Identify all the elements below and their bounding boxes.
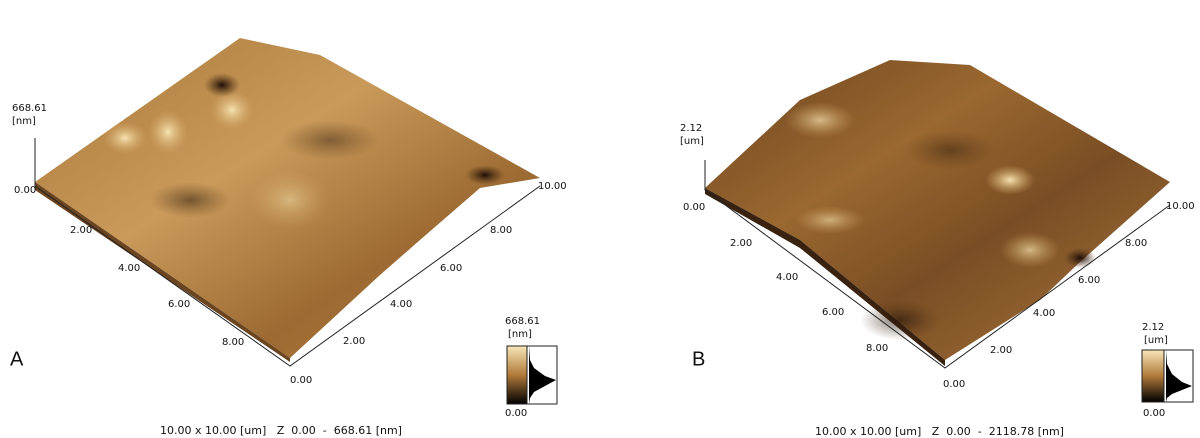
axis-tick: 4.00 [118, 263, 140, 274]
z-unit: [um] [680, 136, 704, 147]
colorbar-min: 0.00 [1143, 408, 1165, 419]
caption: 10.00 x 10.00 [um] Z 0.00 - 668.61 [nm] [160, 424, 402, 437]
colorbar-unit: [nm] [508, 329, 532, 340]
axis-tick: 4.00 [776, 272, 798, 283]
z-max: 2.12 [680, 123, 702, 134]
axis-tick: 2.00 [70, 225, 92, 236]
axis-tick: 8.00 [222, 337, 244, 348]
panel-label: B [692, 348, 705, 370]
colorbar-max: 2.12 [1142, 322, 1164, 333]
axis-tick: 4.00 [390, 299, 412, 310]
panel-label: A [10, 348, 24, 370]
axis-tick: 10.00 [1166, 201, 1195, 212]
colorbars [507, 346, 1193, 404]
axis-tick: 4.00 [1033, 308, 1055, 319]
axis-tick: 2.00 [990, 345, 1012, 356]
axis-tick: 2.00 [730, 238, 752, 249]
z-unit: [nm] [12, 116, 36, 127]
axis-tick: 6.00 [440, 263, 462, 274]
colorbar-min: 0.00 [505, 408, 527, 419]
axis-tick: 6.00 [822, 307, 844, 318]
axis-tick: 10.00 [538, 181, 567, 192]
figure: A 668.61 [nm] 0.00 2.00 4.00 6.00 8.00 0… [0, 0, 1200, 438]
z-max: 668.61 [12, 103, 47, 114]
surface-b [705, 60, 1170, 366]
z-min: 0.00 [683, 202, 705, 213]
z-min: 0.00 [14, 185, 36, 196]
colorbar-unit: [um] [1144, 335, 1168, 346]
axis-tick: 2.00 [343, 336, 365, 347]
axis-tick: 0.00 [943, 379, 965, 390]
axis-tick: 6.00 [1078, 275, 1100, 286]
colorbar-max: 668.61 [505, 316, 540, 327]
axis-tick: 0.00 [290, 375, 312, 386]
axis-tick: 8.00 [490, 225, 512, 236]
caption: 10.00 x 10.00 [um] Z 0.00 - 2118.78 [nm] [815, 425, 1064, 438]
axis-tick: 6.00 [168, 299, 190, 310]
axis-tick: 8.00 [866, 343, 888, 354]
surface-a [35, 38, 540, 362]
axis-tick: 8.00 [1125, 238, 1147, 249]
